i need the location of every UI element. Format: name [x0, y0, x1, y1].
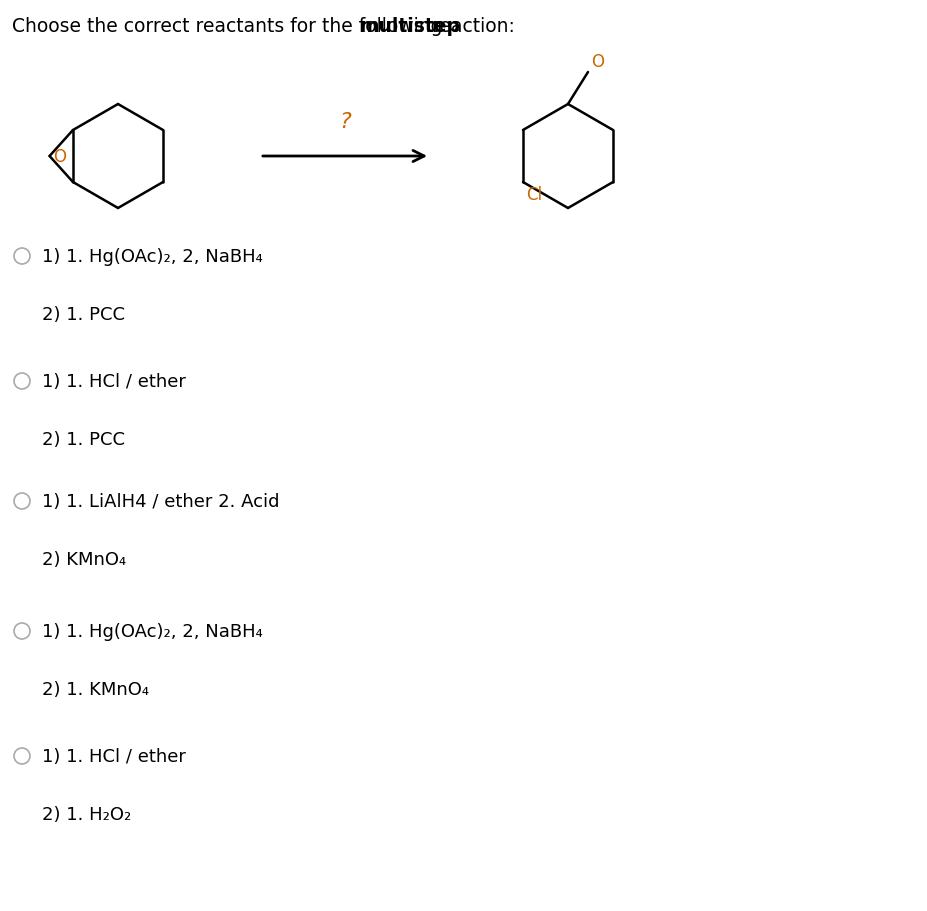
Text: Choose the correct reactants for the following: Choose the correct reactants for the fol…	[12, 17, 448, 36]
Text: 1) 1. Hg(OAc)₂, 2, NaBH₄: 1) 1. Hg(OAc)₂, 2, NaBH₄	[42, 248, 262, 266]
Text: multistep: multistep	[360, 17, 461, 36]
Text: O: O	[590, 53, 603, 71]
Text: Cl: Cl	[526, 186, 541, 204]
Text: 2) 1. PCC: 2) 1. PCC	[42, 306, 125, 323]
Text: 1) 1. HCl / ether: 1) 1. HCl / ether	[42, 373, 185, 391]
Text: 2) 1. PCC: 2) 1. PCC	[42, 431, 125, 448]
Text: 2) 1. H₂O₂: 2) 1. H₂O₂	[42, 805, 131, 824]
Text: ?: ?	[338, 112, 350, 132]
Text: 2) 1. KMnO₄: 2) 1. KMnO₄	[42, 681, 149, 698]
Text: reaction:: reaction:	[425, 17, 514, 36]
Text: O: O	[54, 148, 67, 166]
Text: 1) 1. Hg(OAc)₂, 2, NaBH₄: 1) 1. Hg(OAc)₂, 2, NaBH₄	[42, 622, 262, 640]
Text: 2) KMnO₄: 2) KMnO₄	[42, 550, 126, 568]
Text: 1) 1. HCl / ether: 1) 1. HCl / ether	[42, 747, 185, 765]
Text: 1) 1. LiAlH4 / ether 2. Acid: 1) 1. LiAlH4 / ether 2. Acid	[42, 493, 279, 510]
